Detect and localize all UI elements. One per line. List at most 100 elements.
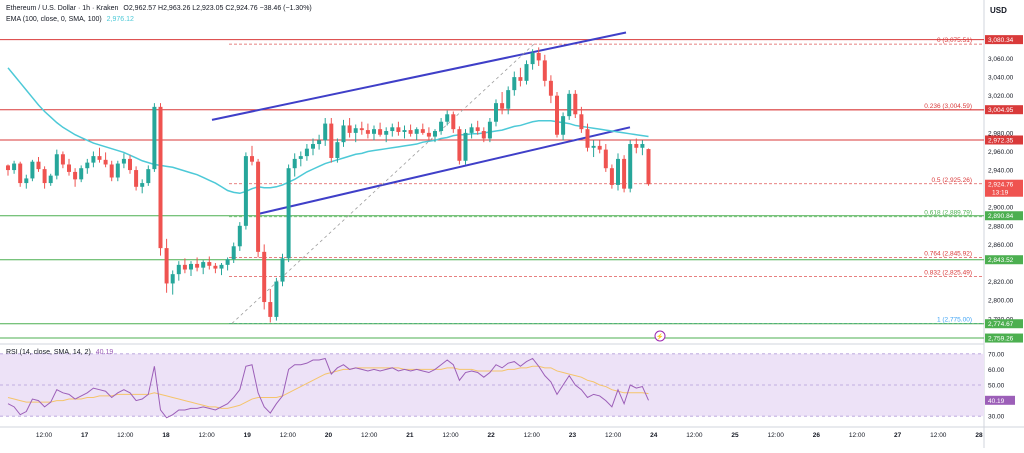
candle-body bbox=[573, 93, 578, 115]
candle-body bbox=[311, 144, 315, 149]
price-label-text: 2,759.26 bbox=[988, 336, 1014, 343]
fib-level-label: 0.764 (2,845.92) bbox=[924, 250, 972, 257]
price-tick-label: 2,900.00 bbox=[988, 205, 1014, 212]
legend-main: Ethereum / U.S. Dollar · 1h · Kraken O2,… bbox=[6, 5, 315, 12]
price-label-text: 3,004.95 bbox=[988, 107, 1014, 114]
fib-level-label: 0.618 (2,889.79) bbox=[924, 210, 972, 217]
candle-body bbox=[42, 169, 47, 184]
price-tick-label: 2,820.00 bbox=[988, 279, 1014, 286]
price-label-text: 2,843.52 bbox=[988, 257, 1014, 264]
time-tick-label: 12:00 bbox=[198, 432, 215, 439]
candle-body bbox=[152, 106, 157, 170]
candle-body bbox=[323, 123, 328, 141]
candle-body bbox=[225, 259, 230, 265]
candle-body bbox=[213, 265, 218, 269]
candle-body bbox=[164, 248, 169, 284]
price-label-text: 2,890.84 bbox=[988, 213, 1014, 220]
fib-diagonal bbox=[231, 43, 535, 324]
time-tick-label: 12:00 bbox=[280, 432, 297, 439]
candle-body bbox=[335, 142, 340, 158]
candle-body bbox=[73, 171, 78, 180]
candle-body bbox=[530, 52, 535, 65]
price-tick-label: 2,940.00 bbox=[988, 168, 1014, 175]
time-tick-label: 12:00 bbox=[930, 432, 947, 439]
price-label-box bbox=[985, 319, 1023, 329]
time-tick-label: 18 bbox=[162, 432, 170, 439]
currency-label: USD bbox=[990, 6, 1007, 15]
candle-body bbox=[189, 263, 193, 270]
candle-body bbox=[433, 131, 437, 137]
candle-body bbox=[24, 178, 29, 184]
price-label-box bbox=[985, 333, 1023, 343]
candle-body bbox=[597, 145, 602, 150]
candle-body bbox=[6, 165, 10, 171]
candle-body bbox=[500, 103, 505, 109]
candle-body bbox=[48, 175, 53, 184]
candle-body bbox=[506, 90, 511, 109]
price-label-box bbox=[985, 35, 1023, 45]
time-tick-label: 20 bbox=[325, 432, 333, 439]
fib-level-label: 0.5 (2,925.26) bbox=[932, 177, 972, 184]
candle-body bbox=[91, 156, 96, 163]
candle-body bbox=[365, 130, 370, 134]
candle-body bbox=[634, 144, 639, 148]
candle-body bbox=[414, 129, 419, 134]
candle-body bbox=[317, 140, 322, 145]
legend-rsi: RSI (14, close, SMA, 14, 2) 40.19 bbox=[6, 349, 116, 356]
rsi-label: RSI (14, close, SMA, 14, 2) bbox=[6, 349, 91, 356]
candle-body bbox=[494, 103, 498, 122]
candle-body bbox=[219, 264, 224, 269]
time-tick-label: 12:00 bbox=[849, 432, 866, 439]
price-tick-label: 2,860.00 bbox=[988, 242, 1014, 249]
candle-body bbox=[445, 114, 450, 122]
time-tick-label: 27 bbox=[894, 432, 902, 439]
candle-body bbox=[280, 258, 285, 282]
candle-body bbox=[542, 60, 547, 81]
candle-body bbox=[146, 169, 151, 184]
price-tick-label: 3,020.00 bbox=[988, 93, 1014, 100]
time-tick-label: 21 bbox=[406, 432, 414, 439]
candle-body bbox=[298, 156, 303, 159]
candle-body bbox=[591, 145, 596, 148]
price-tick-label: 2,980.00 bbox=[988, 130, 1014, 137]
candle-body bbox=[329, 123, 334, 158]
price-label-text: 3,080.34 bbox=[988, 37, 1014, 44]
candle-body bbox=[115, 163, 120, 178]
rsi-tick-label: 50.00 bbox=[988, 383, 1005, 390]
candle-body bbox=[103, 159, 108, 165]
price-label-text: 2,972.35 bbox=[988, 137, 1014, 144]
candle-body bbox=[555, 95, 559, 135]
candle-body bbox=[201, 262, 206, 268]
candle-body bbox=[128, 158, 132, 171]
candle-body bbox=[603, 149, 608, 169]
candle-body bbox=[286, 168, 291, 259]
legend-ema: EMA (100, close, 0, SMA, 100) 2,976.12 bbox=[6, 16, 137, 23]
ohlc-readout: O2,962.57 H2,963.26 L2,923.05 C2,924.76 … bbox=[123, 5, 312, 12]
candle-body bbox=[402, 130, 407, 132]
candle-body bbox=[439, 121, 444, 132]
fib-level-label: 0.236 (3,004.59) bbox=[924, 103, 972, 110]
candle-body bbox=[518, 77, 523, 81]
time-tick-label: 12:00 bbox=[524, 432, 541, 439]
candle-body bbox=[475, 127, 480, 132]
symbol-title: Ethereum / U.S. Dollar · 1h · Kraken bbox=[6, 5, 119, 12]
candle-body bbox=[451, 114, 456, 130]
candle-body bbox=[487, 121, 492, 139]
candle-body bbox=[481, 131, 486, 139]
price-label-countdown: 13:19 bbox=[992, 190, 1009, 197]
candle-body bbox=[158, 106, 163, 249]
fib-level-label: 0.832 (2,825.49) bbox=[924, 269, 972, 276]
rsi-value-text: 40.19 bbox=[988, 398, 1005, 405]
candle-body bbox=[79, 168, 84, 180]
candle-body bbox=[85, 162, 90, 169]
price-label-box bbox=[985, 105, 1023, 115]
time-tick-label: 12:00 bbox=[442, 432, 459, 439]
rsi-value: 40.19 bbox=[95, 349, 114, 356]
price-tick-label: 2,960.00 bbox=[988, 149, 1014, 156]
candle-body bbox=[372, 129, 376, 134]
candle-body bbox=[561, 116, 566, 135]
candle-body bbox=[536, 52, 541, 61]
price-label-box bbox=[985, 135, 1023, 145]
